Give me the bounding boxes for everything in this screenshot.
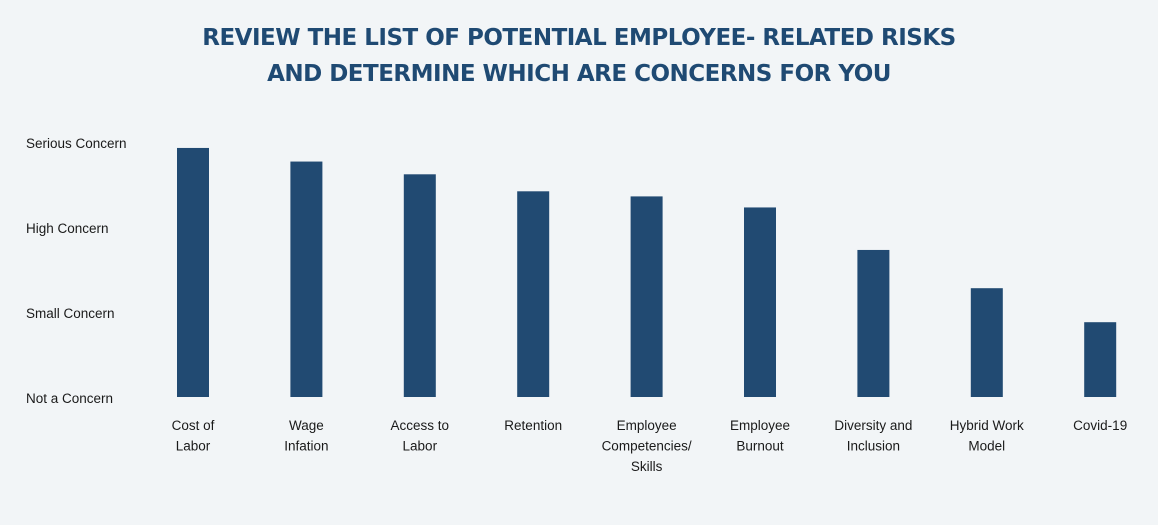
bar xyxy=(1084,322,1117,397)
x-tick-label: Hybrid Work Model xyxy=(950,418,1024,454)
x-tick-label-line: Employee xyxy=(617,418,677,433)
y-tick-label: Serious Concern xyxy=(26,136,127,151)
x-tick-label-line: Employee xyxy=(730,418,790,433)
x-tick-label-line: Access to xyxy=(391,418,450,433)
chart-title-line-2: AND DETERMINE WHICH ARE CONCERNS FOR YOU xyxy=(267,61,891,87)
bar xyxy=(517,191,550,397)
x-tick-label-line: Burnout xyxy=(736,439,784,454)
x-axis: Cost of Labor Wage Infation Access to Labor Re… xyxy=(172,418,1128,474)
bar xyxy=(857,249,890,397)
x-tick-label: Employee Competencies/Skills xyxy=(602,418,692,474)
x-tick-label: Covid-19 xyxy=(1073,418,1127,433)
x-tick-label-line: Hybrid Work xyxy=(950,418,1024,433)
bar xyxy=(744,207,776,397)
x-tick-label-line: Labor xyxy=(403,439,438,454)
x-tick-label: Wage Infation xyxy=(284,418,328,454)
y-axis: Not a Concern Small Concern High Concern Se… xyxy=(26,136,127,406)
x-tick-label-line: Inclusion xyxy=(847,439,900,454)
x-tick-label-line: Competencies/ xyxy=(602,439,692,454)
x-tick-label: Retention xyxy=(504,418,562,433)
x-tick-label-line: Labor xyxy=(176,439,211,454)
bar xyxy=(403,174,436,397)
x-tick-label-line: Diversity and xyxy=(834,418,912,433)
x-tick-label: Diversity and Inclusion xyxy=(834,418,912,454)
x-tick-label-line: Covid-19 xyxy=(1073,418,1127,433)
x-tick-label: Cost of Labor xyxy=(172,418,215,454)
chart-title-line-1: REVIEW THE LIST OF POTENTIAL EMPLOYEE- R… xyxy=(202,25,956,51)
y-tick-label: High Concern xyxy=(26,221,109,236)
y-tick-label: Small Concern xyxy=(26,306,115,321)
x-tick-label-line: Model xyxy=(968,439,1005,454)
bar xyxy=(630,196,663,397)
x-tick-label-line: Retention xyxy=(504,418,562,433)
bar xyxy=(290,161,323,397)
x-tick-label-line: Wage xyxy=(289,418,324,433)
x-tick-label: Access to Labor xyxy=(391,418,450,454)
bar xyxy=(970,288,1003,397)
x-tick-label-line: Cost of xyxy=(172,418,215,433)
x-tick-label: Employee Burnout xyxy=(730,418,790,454)
y-tick-label: Not a Concern xyxy=(26,391,113,406)
bar xyxy=(177,147,209,397)
x-tick-label-line: Infation xyxy=(284,439,328,454)
x-tick-label-line: Skills xyxy=(631,459,663,474)
chart-title: REVIEW THE LIST OF POTENTIAL EMPLOYEE- R… xyxy=(0,20,1158,92)
bars xyxy=(177,147,1117,397)
